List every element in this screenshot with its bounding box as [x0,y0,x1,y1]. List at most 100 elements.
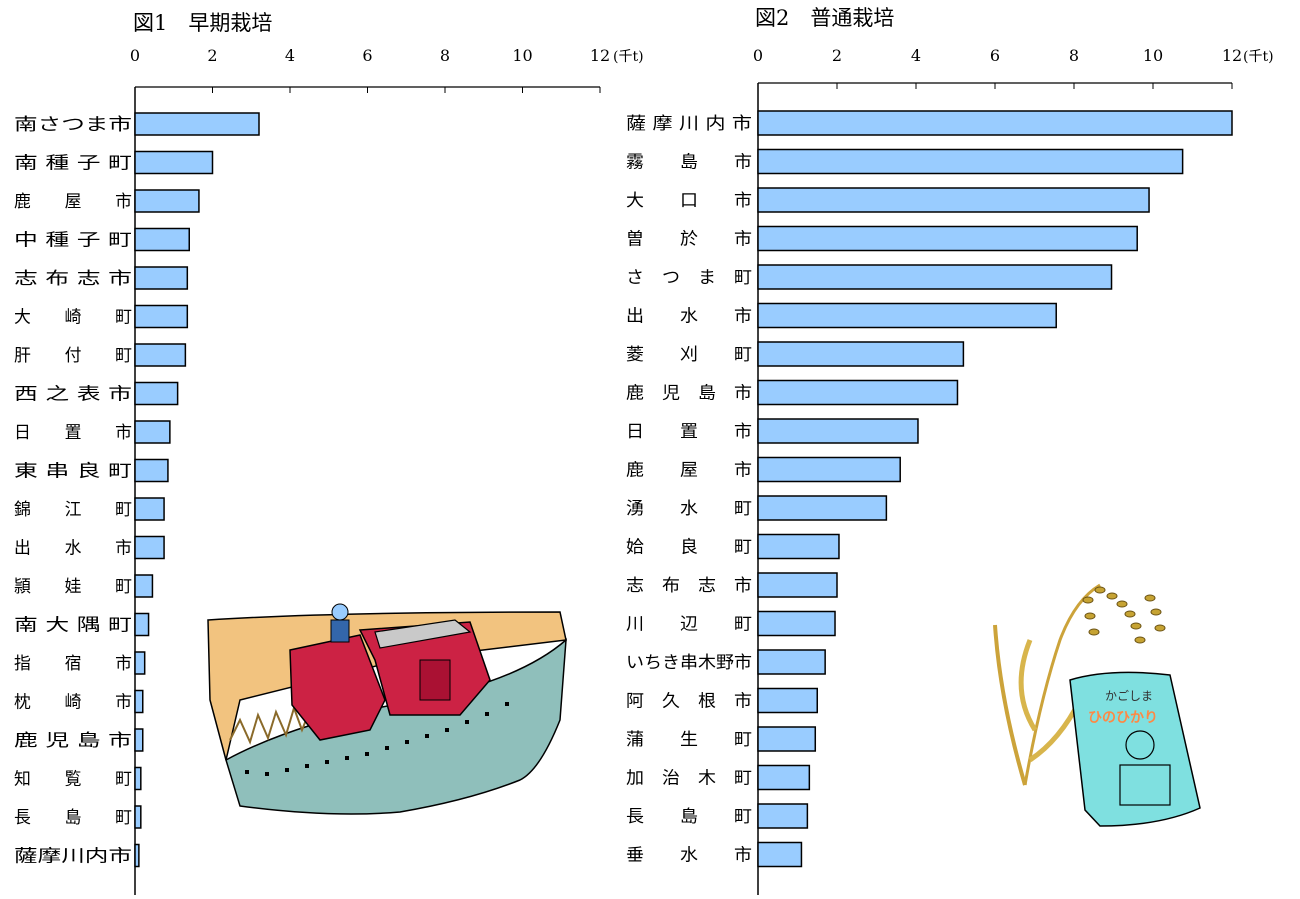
bar-c1-18 [134,805,142,829]
bar-c2-0 [757,110,1233,136]
chart2-bars [757,110,1233,868]
bar-c2-3 [757,225,1138,252]
bar-c2-6 [757,341,965,367]
category-label-c1-16: 鹿 児 島 市 [14,731,132,751]
bar-c2-19 [757,841,803,868]
bar-c1-9 [134,458,169,483]
bar-c1-6 [134,343,187,367]
bar-c1-11 [134,535,165,560]
c2-tick-label: 12 [1222,46,1242,65]
chart2-ticks: 0 2 4 6 8 10 12 [753,46,1242,895]
c2-tick-label: 4 [911,46,921,65]
category-label-c2-16: 蒲 生 町 [626,730,752,750]
category-label-c1-6: 肝 付 町 [14,346,132,366]
category-label-c2-2: 大 口 市 [626,191,752,211]
bar-c2-1 [757,148,1184,175]
bar-c1-15 [134,689,144,714]
category-label-c2-6: 菱 刈 町 [626,345,752,365]
chart-normal-cultivation: 図2 普通栽培 (千t) 0 2 4 6 8 10 12 薩 摩 川 内 市霧 島 市大 口… [626,6,1274,895]
c2-tick-label: 0 [753,46,763,65]
category-label-c1-14: 指 宿 市 [14,654,132,674]
category-label-c2-3: 曽 於 市 [626,230,752,250]
c1-tick-label: 8 [440,46,450,65]
category-label-c2-4: さ つ ま 町 [626,268,752,288]
category-label-c2-12: 志 布 志 市 [626,576,752,596]
bar-c2-7 [757,379,959,406]
bar-c1-13 [134,612,150,637]
c1-tick-label: 0 [130,46,140,65]
category-label-c1-2: 鹿 屋 市 [14,192,132,212]
category-label-c1-3: 中 種 子 町 [14,231,132,251]
category-label-c1-15: 枕 崎 市 [14,693,132,713]
category-label-c2-1: 霧 島 市 [626,153,752,173]
bar-c1-4 [134,266,189,290]
bar-c1-16 [134,728,144,752]
bar-c1-7 [134,381,179,406]
c1-tick-label: 10 [512,46,532,65]
category-label-c2-0: 薩 摩 川 内 市 [626,114,752,134]
category-label-c1-17: 知 覧 町 [14,770,132,790]
chart1-title: 図1 早期栽培 [133,11,272,35]
bar-c1-5 [134,304,189,329]
category-label-c1-8: 日 置 市 [14,423,132,443]
chart1-ticks: 0 2 4 6 8 10 12 [130,46,610,895]
bar-c2-9 [757,456,901,483]
bar-c2-4 [757,264,1113,290]
combine-harvester-illustration [207,603,567,815]
chart2-title: 図2 普通栽培 [755,6,894,30]
category-label-c1-4: 志 布 志 市 [14,269,132,289]
c2-tick-label: 8 [1069,46,1079,65]
bar-c2-2 [757,187,1150,213]
c1-tick-label: 2 [207,46,217,65]
category-label-c2-15: 阿 久 根 市 [626,692,752,712]
category-label-c2-10: 湧 水 町 [626,499,752,519]
bar-c1-0 [134,112,260,136]
bar-c1-19 [134,843,140,868]
bar-c2-14 [757,649,826,675]
bar-c2-11 [757,533,840,560]
c1-tick-label: 4 [285,46,295,65]
bag-label-brand: ひのひかり [1088,710,1158,726]
category-label-c2-8: 日 置 市 [626,422,752,442]
bar-c2-8 [757,418,919,444]
category-label-c2-7: 鹿 児 島 市 [626,384,752,404]
category-label-c2-14: いちき串木野市 [626,653,752,673]
c2-tick-label: 6 [990,46,1000,65]
category-label-c1-1: 南 種 子 町 [14,154,132,174]
category-label-c1-7: 西 之 表 市 [14,385,132,405]
bar-c2-16 [757,726,817,752]
category-label-c2-9: 鹿 屋 市 [626,461,752,481]
bar-c1-12 [134,574,154,598]
chart2-category-labels: 薩 摩 川 内 市霧 島 市大 口 市曽 於 市さ つ ま 町出 水 市菱 刈 … [626,114,752,866]
bar-c1-17 [134,766,142,791]
chart2-unit-label: (千t) [1243,49,1274,65]
category-label-c1-18: 長 島 町 [14,808,132,828]
category-label-c1-11: 出 水 市 [14,539,132,559]
category-label-c1-5: 大 崎 町 [14,308,132,328]
category-label-c2-17: 加 治 木 町 [626,769,752,789]
category-label-c2-11: 姶 良 町 [626,538,752,558]
category-label-c1-10: 錦 江 町 [14,500,132,520]
bar-c1-8 [134,420,171,444]
c1-tick-label: 6 [362,46,372,65]
c1-tick-label: 12 [590,46,610,65]
bar-c2-12 [757,572,838,598]
category-label-c1-13: 南 大 隅 町 [14,616,132,636]
bar-c1-14 [134,651,146,675]
category-label-c2-19: 垂 水 市 [626,846,752,866]
bar-c2-18 [757,803,809,829]
c2-tick-label: 2 [832,46,842,65]
bar-c2-5 [757,302,1057,329]
bar-c1-3 [134,227,190,252]
category-label-c1-19: 薩摩川内市 [14,847,132,867]
category-label-c2-18: 長 島 町 [626,807,752,827]
bar-c2-15 [757,687,818,714]
chart1-bars [134,112,260,868]
bar-c2-10 [757,495,888,521]
category-label-c1-9: 東 串 良 町 [14,462,132,482]
category-label-c1-12: 頴 娃 町 [14,577,132,597]
rice-plant-and-bag-illustration: かごしま ひのひかり [993,583,1201,827]
